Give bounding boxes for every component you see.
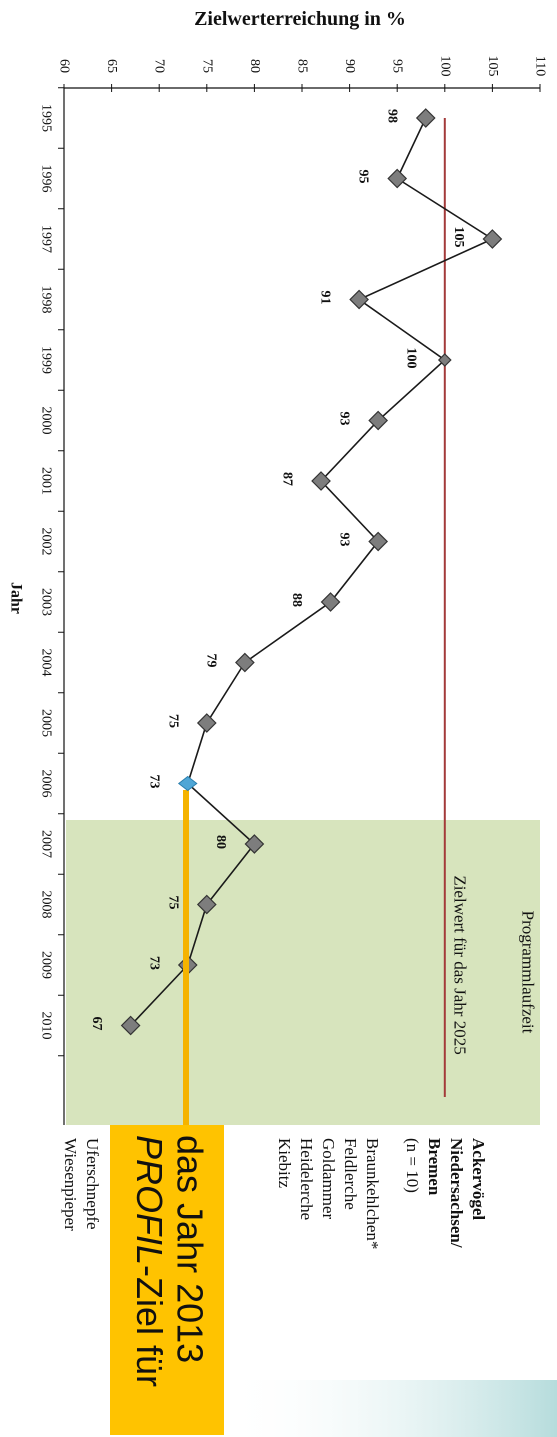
data-point-marker	[483, 230, 501, 248]
data-label: 79	[203, 654, 218, 668]
y-axis-title: Zielwerterreichung in %	[194, 8, 406, 30]
year-tick-label: 2005	[39, 709, 54, 737]
year-tick-label: 2009	[39, 951, 54, 979]
year-tick-label: 1995	[39, 104, 54, 132]
value-tick-label: 60	[57, 59, 72, 73]
data-label: 75	[165, 714, 180, 728]
data-label: 93	[337, 412, 352, 426]
data-label: 100	[403, 348, 418, 369]
data-point-marker	[417, 109, 435, 127]
data-label: 73	[146, 956, 161, 970]
species-1: Braunkehlchen*	[363, 1138, 382, 1249]
data-point-marker	[198, 714, 216, 732]
year-tick-label: 2000	[39, 407, 54, 435]
side-title-2: Niedersachsen/	[447, 1138, 466, 1248]
value-tick-label: 80	[247, 59, 262, 73]
data-label: 93	[337, 533, 352, 547]
value-tick-labels: 60 65 70 75 80 85 90 95 100 105 110	[57, 56, 548, 93]
species-7: Wiesenpieper	[61, 1138, 80, 1231]
data-point-marker	[388, 170, 406, 188]
data-label: 73	[146, 775, 161, 789]
data-label: 105	[451, 227, 466, 248]
data-label: 98	[384, 109, 399, 123]
data-point-marker	[350, 291, 368, 309]
value-tick-label: 110	[533, 56, 548, 76]
year-tick-label: 2007	[39, 830, 54, 858]
data-label: 80	[213, 835, 228, 849]
value-tick-label: 75	[199, 59, 214, 73]
value-tick-label: 90	[342, 59, 357, 73]
value-tick-label: 100	[437, 56, 452, 77]
data-point-marker	[322, 593, 340, 611]
year-tick-label: 1999	[39, 346, 54, 374]
value-tick-label: 95	[390, 59, 405, 73]
program-period-label: Programmlaufzeit	[519, 911, 538, 1034]
year-tick-label: 2010	[39, 1012, 54, 1040]
year-tick-label: 2008	[39, 891, 54, 919]
species-4: Heidelerche	[297, 1138, 316, 1220]
species-6: Uferschnepfe	[83, 1138, 102, 1230]
target-label: Zielwert für das Jahr 2025	[451, 875, 470, 1054]
species-2: Feldlerche	[341, 1138, 360, 1210]
data-label: 87	[280, 472, 295, 486]
decorative-band	[225, 1380, 557, 1437]
year-tick-label: 2001	[39, 467, 54, 495]
year-tick-label: 2002	[39, 528, 54, 556]
data-label: 88	[289, 593, 304, 607]
value-tick-label: 85	[295, 59, 310, 73]
callout-line2: das Jahr 2013	[170, 1135, 211, 1363]
value-tick-label: 65	[104, 59, 119, 73]
species-3: Goldammer	[319, 1138, 338, 1220]
species-5: Kiebitz	[275, 1138, 294, 1188]
side-title-3: Bremen	[425, 1138, 444, 1196]
side-title-1: Ackervögel	[469, 1138, 488, 1220]
callout-line1: PROFIL-Ziel für	[130, 1135, 171, 1387]
data-label: 75	[165, 896, 180, 910]
data-label: 67	[89, 1017, 104, 1031]
year-tick-label: 1998	[39, 286, 54, 314]
year-tick-label: 2003	[39, 588, 54, 616]
data-label: 91	[318, 291, 333, 305]
value-tick-label: 70	[152, 59, 167, 73]
year-tick-labels: 1995 1996 1997 1998 1999 2000 2001 2002 2003 2004…	[39, 88, 65, 1056]
value-tick-label: 105	[485, 56, 500, 77]
year-tick-label: 1996	[39, 165, 54, 193]
year-tick-label: 1997	[39, 225, 54, 253]
data-point-marker	[236, 654, 254, 672]
x-axis-title: Jahr	[8, 582, 25, 614]
year-tick-label: 2004	[39, 649, 54, 677]
data-label: 95	[356, 170, 371, 184]
year-tick-label: 2006	[39, 770, 54, 798]
side-sample: (n = 10)	[403, 1138, 422, 1193]
